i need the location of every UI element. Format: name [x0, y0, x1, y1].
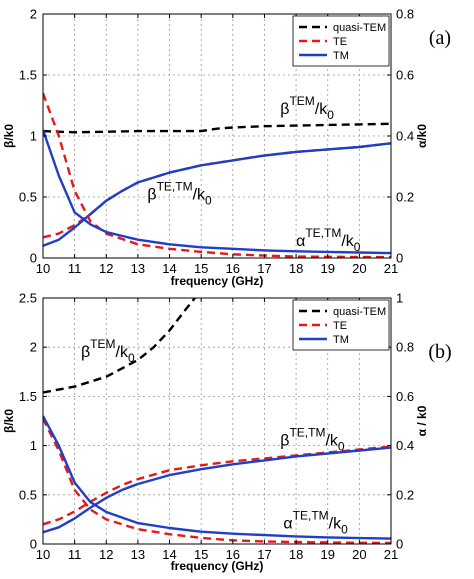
chart-panel-1: 10 11 12 13 14 15 16 17 18 19 20 2100.511.5200.20.4…	[2, 7, 451, 289]
x-tick-label: 12	[99, 261, 113, 276]
x-tick-label: 21	[384, 547, 398, 562]
annotation-label: βTE,TM/k0	[147, 179, 212, 207]
legend-box	[292, 15, 390, 67]
x-tick-label: 18	[289, 547, 303, 562]
y-tick-label: 1	[30, 438, 37, 453]
y-right-tick-label: 0.8	[396, 7, 414, 22]
legend: quasi-TEM TE TM	[292, 15, 390, 67]
y-tick-label: 1.5	[19, 389, 37, 404]
annotation-label: αTE,TM/k0	[296, 226, 361, 254]
x-axis-label: frequency (GHz)	[171, 274, 264, 288]
series-line-te-right	[43, 417, 391, 544]
legend-label: quasi-TEM	[333, 306, 386, 318]
legend-label: TM	[333, 334, 349, 346]
y-tick-label: 0	[30, 537, 37, 552]
x-tick-label: 19	[320, 261, 334, 276]
x-tick-label: 11	[68, 547, 82, 562]
x-tick-label: 17	[257, 547, 271, 562]
x-tick-label: 11	[68, 261, 82, 276]
series-line-te-left	[43, 142, 391, 239]
legend-label: TE	[333, 36, 347, 48]
x-tick-label: 14	[162, 547, 176, 562]
y-right-axis-label: α / k0	[415, 405, 429, 436]
x-tick-label: 13	[131, 547, 145, 562]
y-tick-label: 2	[30, 340, 37, 355]
legend-label: TM	[333, 50, 349, 62]
x-tick-label: 15	[194, 547, 208, 562]
y-right-axis-label: α/k0	[415, 124, 429, 148]
x-tick-label: 14	[162, 261, 176, 276]
x-tick-label: 19	[320, 547, 334, 562]
annotation-label: βTE,TM/k0	[280, 426, 345, 454]
y-tick-label: 1	[30, 129, 37, 144]
legend-box	[292, 299, 390, 351]
x-tick-label: 12	[99, 547, 113, 562]
panel-label: (b)	[428, 341, 451, 363]
series-line-te-right	[43, 92, 391, 258]
y-right-tick-label: 0.2	[396, 487, 414, 502]
y-tick-label: 1.5	[19, 68, 37, 83]
y-right-tick-label: 0.4	[396, 438, 414, 453]
y-right-tick-label: 1	[396, 291, 403, 306]
x-tick-label: 17	[257, 261, 271, 276]
x-tick-label: 20	[352, 547, 366, 562]
x-tick-label: 20	[352, 261, 366, 276]
legend: quasi-TEM TE TM	[292, 299, 390, 351]
y-axis-label: β/k0	[2, 124, 16, 148]
panel-label: (a)	[429, 27, 451, 49]
y-right-tick-label: 0.6	[396, 389, 414, 404]
x-tick-label: 13	[131, 261, 145, 276]
series-line-tm-left	[43, 446, 391, 534]
annotation-label: βTEM/k0	[81, 337, 135, 365]
y-tick-label: 0.5	[19, 487, 37, 502]
y-right-tick-label: 0	[396, 251, 403, 266]
y-tick-label: 0	[30, 251, 37, 266]
y-right-tick-label: 0.6	[396, 68, 414, 83]
series-line-quasi-tem-left	[43, 298, 196, 394]
series-line-tm-right	[43, 129, 391, 255]
x-tick-label: 18	[289, 261, 303, 276]
y-right-tick-label: 0.2	[396, 190, 414, 205]
x-tick-label: 15	[194, 261, 208, 276]
plot-frame	[42, 297, 392, 545]
annotation-label: αTE,TM/k0	[283, 508, 348, 536]
x-axis-label: frequency (GHz)	[171, 559, 264, 573]
y-right-tick-label: 0.4	[396, 129, 414, 144]
y-right-tick-label: 0	[396, 537, 403, 552]
x-tick-label: 10	[36, 261, 50, 276]
y-tick-label: 2	[30, 7, 37, 22]
legend-label: quasi-TEM	[333, 22, 386, 34]
series-line-tm-right	[43, 415, 391, 540]
x-tick-label: 21	[384, 261, 398, 276]
y-tick-label: 0.5	[19, 190, 37, 205]
y-tick-label: 2.5	[19, 291, 37, 306]
x-tick-label: 10	[36, 547, 50, 562]
x-tick-label: 16	[226, 547, 240, 562]
legend-label: TE	[333, 320, 347, 332]
annotation-label: βTEM/k0	[280, 94, 334, 122]
x-tick-label: 16	[226, 261, 240, 276]
series-line-quasi-tem-left	[43, 122, 391, 134]
chart-panel-2: 10 11 12 13 14 15 16 17 18 19 20 2100.511.522.500.2…	[2, 291, 452, 574]
y-right-tick-label: 0.8	[396, 340, 414, 355]
y-axis-label: β/k0	[2, 409, 16, 433]
series-line-tm-left	[43, 142, 391, 247]
